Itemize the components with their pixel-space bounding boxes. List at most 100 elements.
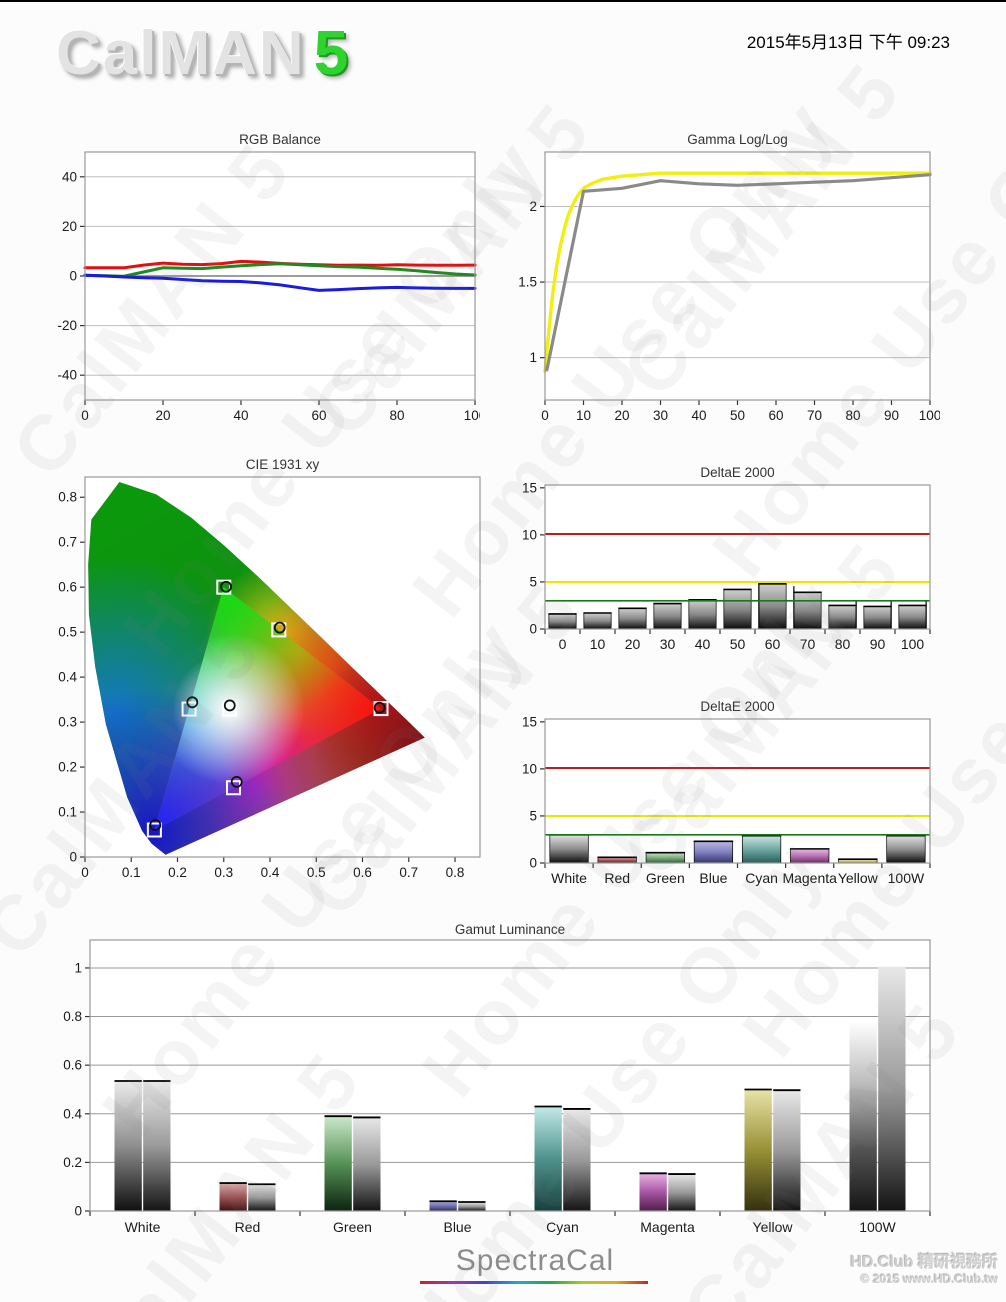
svg-text:0.8: 0.8: [63, 1009, 82, 1024]
svg-text:0.8: 0.8: [58, 490, 77, 505]
svg-text:100: 100: [464, 408, 480, 423]
svg-text:Green: Green: [646, 870, 685, 886]
svg-text:40: 40: [691, 408, 706, 423]
svg-text:White: White: [551, 870, 587, 886]
svg-text:5: 5: [529, 574, 537, 589]
svg-text:80: 80: [845, 408, 860, 423]
svg-text:1: 1: [529, 350, 537, 365]
svg-text:60: 60: [765, 636, 781, 652]
svg-text:0.3: 0.3: [58, 715, 77, 730]
svg-text:15: 15: [522, 714, 537, 729]
svg-text:0.1: 0.1: [58, 805, 77, 820]
gamut-luminance-title: Gamut Luminance: [454, 922, 566, 937]
svg-text:100W: 100W: [888, 870, 925, 886]
svg-text:0.4: 0.4: [261, 865, 280, 880]
credit-line-1: HD.Club 精研視務所: [850, 1254, 998, 1271]
svg-text:30: 30: [660, 636, 676, 652]
svg-text:0.6: 0.6: [353, 865, 372, 880]
report-date: 2015年5月13日 下午 09:23: [746, 33, 950, 52]
svg-text:Magenta: Magenta: [782, 870, 837, 886]
svg-text:60: 60: [311, 408, 326, 423]
svg-text:80: 80: [835, 636, 851, 652]
deltae-grayscale-chart: 15 10 5 0 0 10 20 30 40 50 60 70 80 90 100: [515, 480, 940, 660]
svg-text:0.2: 0.2: [168, 865, 187, 880]
svg-text:60: 60: [768, 408, 783, 423]
svg-text:0.1: 0.1: [122, 865, 141, 880]
svg-text:10: 10: [522, 527, 537, 542]
rgb-balance-title: RGB Balance: [239, 132, 321, 147]
svg-text:0.6: 0.6: [58, 580, 77, 595]
svg-text:Blue: Blue: [699, 870, 727, 886]
svg-text:70: 70: [800, 636, 816, 652]
svg-text:0: 0: [69, 850, 77, 865]
svg-text:10: 10: [522, 761, 537, 776]
deltae-gray-title: DeltaE 2000: [700, 465, 775, 480]
svg-text:5: 5: [529, 808, 537, 823]
svg-text:0.2: 0.2: [58, 760, 77, 775]
svg-text:20: 20: [614, 408, 629, 423]
svg-text:Blue: Blue: [443, 1219, 471, 1235]
svg-text:10: 10: [576, 408, 591, 423]
svg-text:Magenta: Magenta: [640, 1219, 695, 1235]
svg-text:100: 100: [919, 408, 940, 423]
svg-text:0.7: 0.7: [399, 865, 418, 880]
svg-text:40: 40: [62, 169, 77, 184]
svg-text:2: 2: [529, 199, 537, 214]
svg-text:0.4: 0.4: [58, 670, 77, 685]
svg-text:40: 40: [233, 408, 248, 423]
svg-text:White: White: [125, 1219, 161, 1235]
svg-text:1: 1: [74, 960, 82, 975]
svg-text:40: 40: [695, 636, 711, 652]
svg-text:80: 80: [389, 408, 404, 423]
svg-text:0: 0: [559, 636, 567, 652]
svg-text:Cyan: Cyan: [546, 1219, 579, 1235]
svg-text:20: 20: [155, 408, 170, 423]
svg-text:70: 70: [807, 408, 822, 423]
svg-text:0: 0: [81, 408, 89, 423]
calman-logo-version: 5: [313, 19, 349, 88]
credit-line-2: © 2015 www.HD.Club.tw: [860, 1272, 998, 1286]
svg-text:Yellow: Yellow: [838, 870, 879, 886]
svg-text:0.7: 0.7: [58, 535, 77, 550]
credit-block: HD.Club 精研視務所 © 2015 www.HD.Club.tw: [850, 1248, 998, 1286]
svg-text:0.2: 0.2: [63, 1155, 82, 1170]
svg-text:15: 15: [522, 480, 537, 495]
svg-text:Cyan: Cyan: [745, 870, 778, 886]
top-border: [0, 0, 1006, 2]
gamma-title: Gamma Log/Log: [687, 132, 788, 147]
svg-text:0.5: 0.5: [58, 625, 77, 640]
svg-text:0.4: 0.4: [63, 1106, 82, 1121]
svg-text:0.8: 0.8: [446, 865, 465, 880]
svg-text:10: 10: [590, 636, 606, 652]
svg-text:0: 0: [529, 856, 537, 871]
svg-text:-20: -20: [57, 318, 77, 333]
svg-text:0.5: 0.5: [307, 865, 326, 880]
cie-title: CIE 1931 xy: [245, 457, 320, 472]
rgb-balance-chart: 40 20 0 -20 -40 0 20 40 60 80 100: [55, 147, 480, 437]
calman-logo-text: CalMAN: [56, 19, 306, 88]
spectracal-logo: SpectraCal: [455, 1244, 615, 1277]
svg-text:0: 0: [541, 408, 549, 423]
svg-text:50: 50: [730, 636, 746, 652]
calman-logo: CalMAN 5: [56, 18, 348, 89]
svg-text:30: 30: [653, 408, 668, 423]
svg-text:0: 0: [69, 269, 77, 284]
svg-text:Red: Red: [604, 870, 630, 886]
svg-text:0: 0: [81, 865, 89, 880]
svg-text:100W: 100W: [859, 1219, 896, 1235]
svg-text:1.5: 1.5: [518, 275, 537, 290]
svg-text:50: 50: [730, 408, 745, 423]
deltae-colors-chart: 15 10 5 0 White Red Green Blue Cyan Magenta Yellow…: [515, 714, 940, 894]
svg-text:-40: -40: [57, 368, 77, 383]
svg-text:Red: Red: [235, 1219, 261, 1235]
svg-text:20: 20: [62, 219, 77, 234]
svg-text:0.3: 0.3: [214, 865, 233, 880]
gamma-loglog-chart: 2 1.5 1 0 10 20 30 40 50 60 70 80 90 100: [515, 147, 940, 437]
svg-text:90: 90: [870, 636, 886, 652]
svg-text:20: 20: [625, 636, 641, 652]
svg-text:Green: Green: [333, 1219, 372, 1235]
gamut-luminance-chart: 1 0.8 0.6 0.4 0.2 0 White Red Green Blue Cyan Magen…: [55, 935, 960, 1240]
svg-text:90: 90: [884, 408, 899, 423]
svg-text:0.6: 0.6: [63, 1058, 82, 1073]
